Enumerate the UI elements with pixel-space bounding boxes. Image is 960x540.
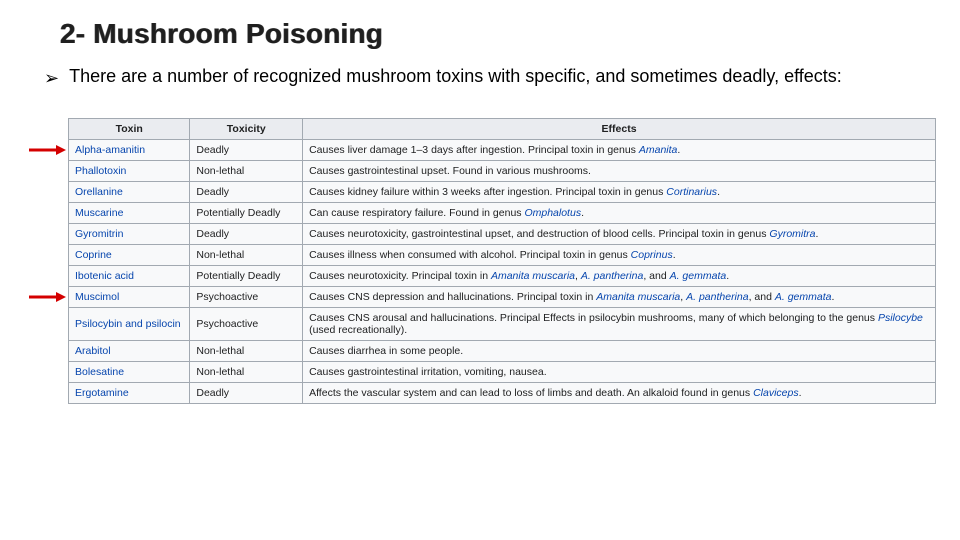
cell-toxicity: Non-lethal <box>190 341 303 362</box>
cell-effects: Affects the vascular system and can lead… <box>303 383 936 404</box>
cell-effects: Causes diarrhea in some people. <box>303 341 936 362</box>
table-row: ErgotamineDeadlyAffects the vascular sys… <box>69 383 936 404</box>
cell-toxin: Muscarine <box>69 203 190 224</box>
toxins-table: Toxin Toxicity Effects Alpha-amanitinDea… <box>68 118 936 404</box>
table-body: Alpha-amanitinDeadlyCauses liver damage … <box>69 140 936 404</box>
col-effects: Effects <box>303 119 936 140</box>
highlight-arrow-icon <box>28 291 66 303</box>
col-toxicity: Toxicity <box>190 119 303 140</box>
cell-toxicity: Potentially Deadly <box>190 203 303 224</box>
cell-effects: Causes neurotoxicity. Principal toxin in… <box>303 266 936 287</box>
table-row: GyromitrinDeadlyCauses neurotoxicity, ga… <box>69 224 936 245</box>
cell-effects: Can cause respiratory failure. Found in … <box>303 203 936 224</box>
cell-toxicity: Deadly <box>190 383 303 404</box>
bullet-glyph: ➢ <box>44 65 59 90</box>
cell-effects: Causes illness when consumed with alcoho… <box>303 245 936 266</box>
cell-toxin: Ibotenic acid <box>69 266 190 287</box>
page-title: 2- Mushroom Poisoning <box>60 18 383 50</box>
cell-toxin: Ergotamine <box>69 383 190 404</box>
table-row: Psilocybin and psilocinPsychoactiveCause… <box>69 308 936 341</box>
cell-toxicity: Psychoactive <box>190 287 303 308</box>
cell-toxicity: Deadly <box>190 182 303 203</box>
cell-toxin: Psilocybin and psilocin <box>69 308 190 341</box>
cell-toxin: Arabitol <box>69 341 190 362</box>
cell-toxin: Coprine <box>69 245 190 266</box>
cell-toxicity: Deadly <box>190 140 303 161</box>
cell-toxicity: Non-lethal <box>190 161 303 182</box>
cell-effects: Causes neurotoxicity, gastrointestinal u… <box>303 224 936 245</box>
table-head: Toxin Toxicity Effects <box>69 119 936 140</box>
cell-toxin: Bolesatine <box>69 362 190 383</box>
table-row: Ibotenic acidPotentially DeadlyCauses ne… <box>69 266 936 287</box>
cell-effects: Causes kidney failure within 3 weeks aft… <box>303 182 936 203</box>
cell-effects: Causes CNS arousal and hallucinations. P… <box>303 308 936 341</box>
table-header-row: Toxin Toxicity Effects <box>69 119 936 140</box>
table-row: Alpha-amanitinDeadlyCauses liver damage … <box>69 140 936 161</box>
highlight-arrow-icon <box>28 144 66 156</box>
cell-effects: Causes gastrointestinal irritation, vomi… <box>303 362 936 383</box>
intro-text: There are a number of recognized mushroo… <box>69 65 842 88</box>
cell-toxin: Alpha-amanitin <box>69 140 190 161</box>
cell-toxicity: Psychoactive <box>190 308 303 341</box>
table-row: CoprineNon-lethalCauses illness when con… <box>69 245 936 266</box>
intro-bullet: ➢ There are a number of recognized mushr… <box>44 65 930 90</box>
cell-toxicity: Potentially Deadly <box>190 266 303 287</box>
cell-toxicity: Non-lethal <box>190 245 303 266</box>
cell-toxin: Muscimol <box>69 287 190 308</box>
cell-toxin: Phallotoxin <box>69 161 190 182</box>
cell-toxicity: Deadly <box>190 224 303 245</box>
table-row: ArabitolNon-lethalCauses diarrhea in som… <box>69 341 936 362</box>
cell-toxin: Orellanine <box>69 182 190 203</box>
slide: 2- Mushroom Poisoning ➢ There are a numb… <box>0 0 960 540</box>
col-toxin: Toxin <box>69 119 190 140</box>
table-row: OrellanineDeadlyCauses kidney failure wi… <box>69 182 936 203</box>
table-row: MuscarinePotentially DeadlyCan cause res… <box>69 203 936 224</box>
table-row: MuscimolPsychoactiveCauses CNS depressio… <box>69 287 936 308</box>
cell-toxicity: Non-lethal <box>190 362 303 383</box>
cell-toxin: Gyromitrin <box>69 224 190 245</box>
table-row: BolesatineNon-lethalCauses gastrointesti… <box>69 362 936 383</box>
table-row: PhallotoxinNon-lethalCauses gastrointest… <box>69 161 936 182</box>
cell-effects: Causes CNS depression and hallucinations… <box>303 287 936 308</box>
toxins-table-wrap: Toxin Toxicity Effects Alpha-amanitinDea… <box>68 118 936 404</box>
cell-effects: Causes gastrointestinal upset. Found in … <box>303 161 936 182</box>
cell-effects: Causes liver damage 1–3 days after inges… <box>303 140 936 161</box>
